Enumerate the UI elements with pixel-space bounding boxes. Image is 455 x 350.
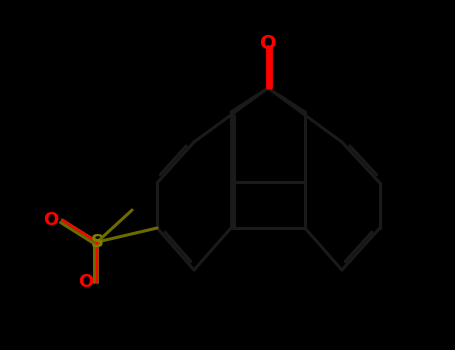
Text: O: O xyxy=(43,211,59,229)
Text: O: O xyxy=(260,34,276,53)
Text: O: O xyxy=(78,273,93,291)
Text: S: S xyxy=(91,233,104,251)
